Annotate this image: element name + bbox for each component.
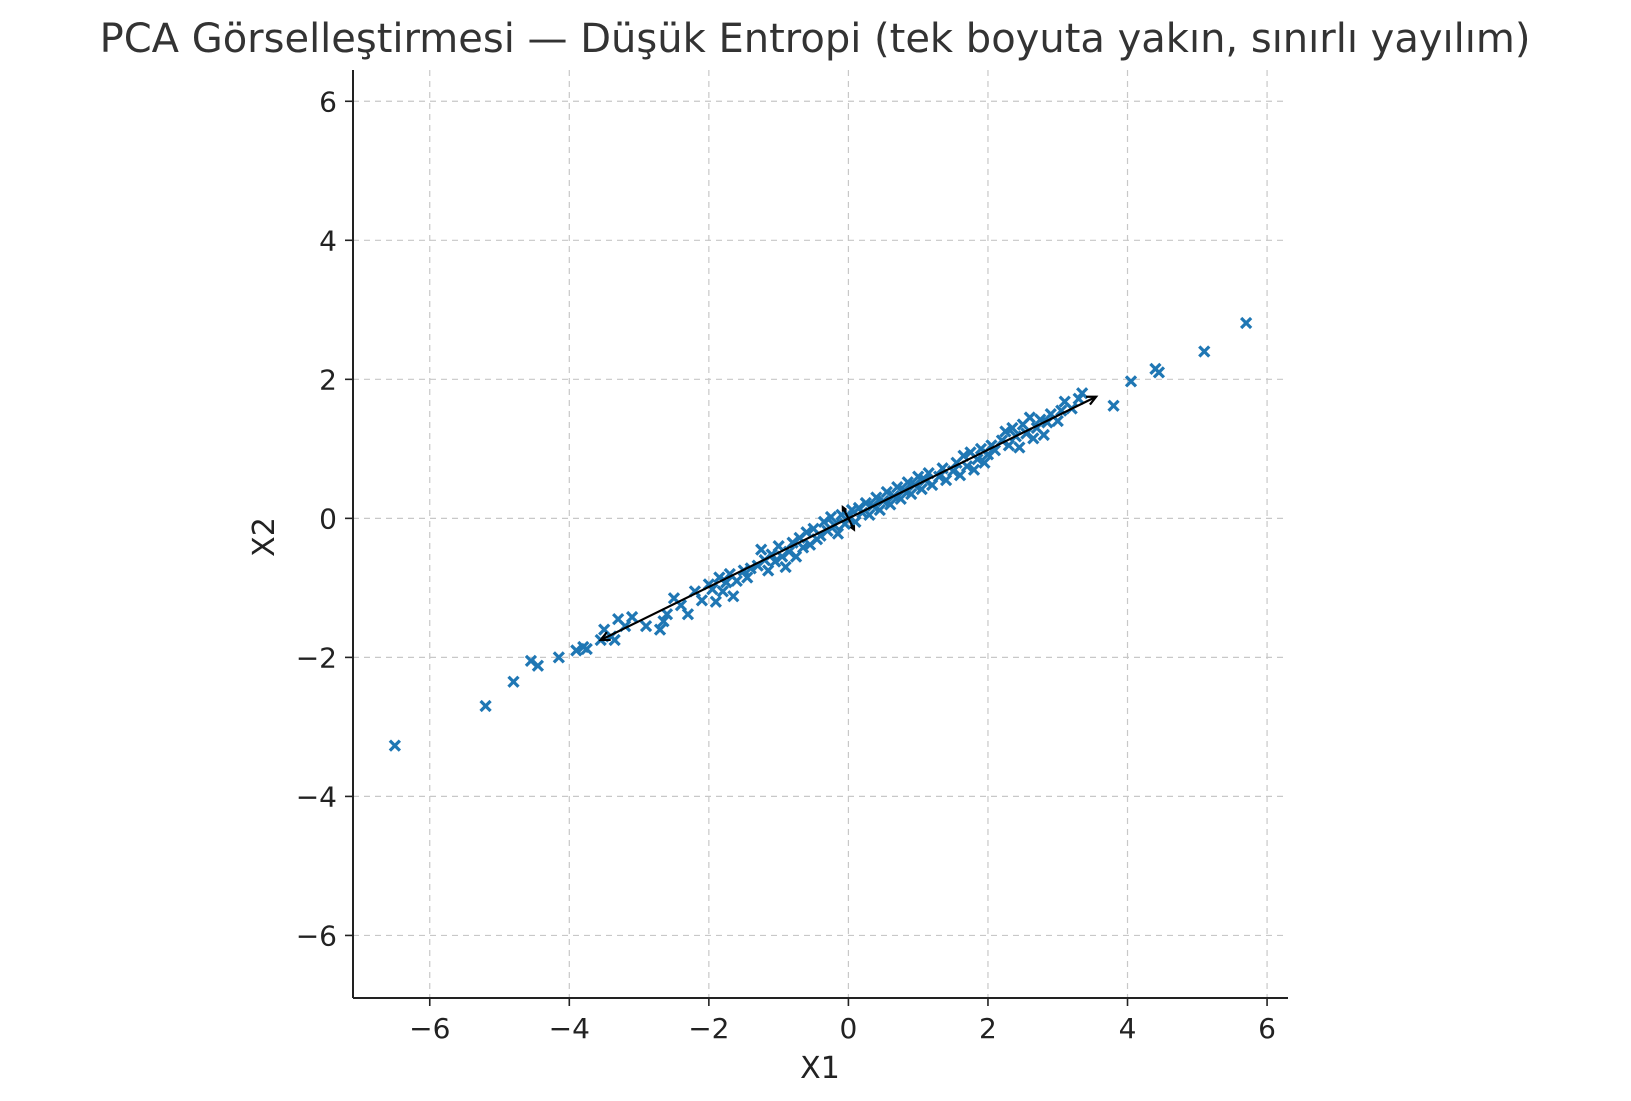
data-point (1055, 404, 1068, 417)
data-point (967, 463, 981, 476)
data-point (1124, 375, 1138, 388)
data-points (388, 316, 1253, 752)
data-point (570, 644, 583, 657)
data-point (1037, 428, 1050, 442)
chart-title: PCA Görselleştirmesi — Düşük Entropi (te… (100, 16, 1531, 62)
data-point (870, 491, 883, 504)
data-point (772, 540, 785, 553)
data-point (741, 571, 754, 584)
data-point (824, 510, 838, 524)
data-point (1198, 345, 1211, 358)
data-point (507, 675, 520, 688)
data-point (1013, 441, 1026, 454)
data-point (873, 503, 886, 517)
data-point (1027, 432, 1040, 445)
data-point (479, 699, 492, 713)
data-point (894, 492, 907, 506)
data-point (905, 487, 918, 501)
data-point (608, 633, 621, 647)
data-point (915, 483, 928, 496)
y-tick-label: 0 (319, 502, 337, 535)
data-point (755, 543, 768, 556)
x-tick-label: −2 (688, 1012, 729, 1045)
pc-arrow (841, 504, 850, 519)
x-tick-label: 2 (979, 1012, 997, 1045)
y-tick-label: 2 (319, 363, 337, 396)
data-point (730, 574, 743, 588)
data-point (863, 508, 876, 522)
y-tick-label: 4 (319, 224, 337, 257)
data-point (580, 642, 593, 656)
data-point (1152, 366, 1166, 379)
data-point (709, 595, 722, 608)
data-point (1240, 316, 1253, 330)
y-tick-label: −4 (296, 780, 337, 813)
x-tick-label: −6 (409, 1012, 450, 1045)
data-point (891, 480, 904, 494)
data-point (859, 496, 872, 510)
data-point (884, 498, 897, 511)
x-axis-label: X1 (800, 1051, 840, 1086)
axis-spines (352, 70, 1288, 999)
data-point (657, 615, 670, 628)
data-point (681, 608, 695, 621)
y-tick-label: −6 (296, 919, 337, 952)
y-tick-label: 6 (319, 85, 337, 118)
data-point (1076, 387, 1089, 400)
data-point (999, 425, 1012, 438)
x-tick-label: −4 (549, 1012, 590, 1045)
data-point (880, 485, 893, 499)
data-point (831, 527, 845, 540)
grid-lines (353, 70, 1288, 998)
data-point (531, 659, 545, 672)
pc-arrow (847, 395, 1099, 520)
data-point (779, 560, 792, 574)
data-point (727, 590, 740, 603)
data-point (388, 739, 401, 752)
x-tick-label: 6 (1258, 1012, 1276, 1045)
data-point (800, 526, 813, 539)
data-point (716, 585, 729, 598)
principal-component-arrows (598, 395, 1099, 642)
x-tick-label: 0 (839, 1012, 857, 1045)
y-axis-ticks: −6 −4 −2 0 2 4 6 (296, 85, 353, 952)
data-point (901, 476, 914, 489)
x-tick-label: 4 (1119, 1012, 1137, 1045)
data-point (1107, 399, 1120, 412)
y-tick-label: −2 (296, 641, 337, 674)
y-axis-label: X2 (247, 517, 282, 557)
data-point (552, 651, 565, 664)
data-point (695, 594, 709, 607)
pc-arrow (847, 517, 856, 532)
data-point (625, 610, 639, 624)
data-point (912, 470, 925, 483)
data-point (660, 608, 674, 621)
data-point (1023, 411, 1036, 424)
data-point (1006, 421, 1019, 435)
data-point (978, 456, 991, 469)
data-point (653, 623, 667, 636)
data-point (796, 541, 810, 554)
pc-arrow (598, 517, 849, 642)
data-point (639, 619, 653, 633)
x-axis-ticks: −6 −4 −2 0 2 4 6 (409, 998, 1276, 1045)
